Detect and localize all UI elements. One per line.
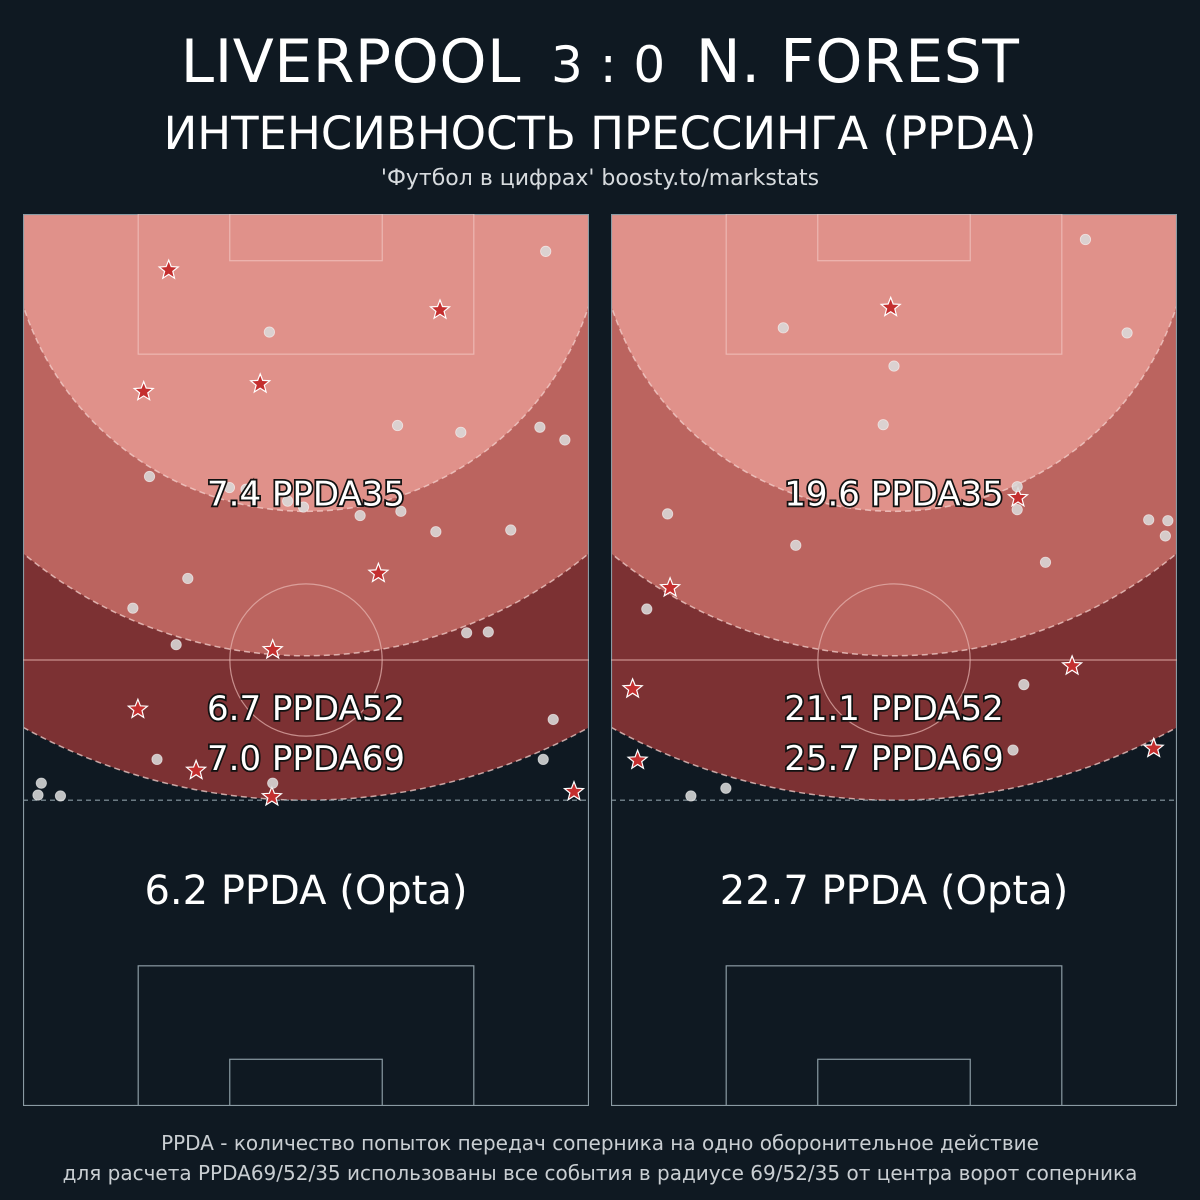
top-six-yard-box xyxy=(817,214,971,262)
home-team-name: LIVERPOOL xyxy=(180,27,521,97)
pass-attempt-dot xyxy=(455,426,467,438)
pass-attempt-dot xyxy=(461,627,473,639)
ppda-opta-label: 22.7 PPDA (Opta) xyxy=(720,868,1068,914)
pitch-group: 19.6 PPDA35 21.1 PPDA52 25.7 PPDA69 22.7 PP… xyxy=(611,214,1177,1106)
pass-attempt-dot xyxy=(1143,514,1155,526)
pass-attempt-dot xyxy=(54,790,67,802)
defensive-action-star xyxy=(1142,736,1165,758)
zone-35 xyxy=(23,214,589,512)
pass-attempt-dot xyxy=(1007,744,1019,756)
away-team-name: N. FOREST xyxy=(695,27,1020,97)
ppda52-label: 6.7 PPDA52 xyxy=(207,689,405,729)
pass-attempt-dot xyxy=(35,777,47,789)
pitch-panel-home: 7.4 PPDA35 6.7 PPDA52 7.0 PPDA69 6.2 PPDA (… xyxy=(23,214,589,1106)
pass-attempt-dot xyxy=(790,539,802,551)
pass-attempt-dot xyxy=(391,419,404,432)
defensive-action-star xyxy=(185,758,208,780)
source-credit: 'Футбол в цифрах' boosty.to/markstats xyxy=(380,166,820,191)
center-circle xyxy=(817,583,971,737)
defensive-action-star xyxy=(659,576,682,598)
pass-attempt-dot xyxy=(720,782,732,794)
defensive-action-star xyxy=(249,372,272,394)
pass-attempt-dot xyxy=(777,322,789,334)
defensive-action-star xyxy=(126,697,149,719)
pitch-panel-away: 19.6 PPDA35 21.1 PPDA52 25.7 PPDA69 22.7 PP… xyxy=(611,214,1177,1106)
footnote-line-2: для расчета PPDA69/52/35 использованы вс… xyxy=(62,1161,1138,1185)
pass-attempt-dot xyxy=(143,470,156,483)
ppda35-label: 7.4 PPDA35 xyxy=(207,474,405,514)
chart-subtitle: ИНТЕНСИВНОСТЬ ПРЕССИНГА (PPDA) xyxy=(163,107,1037,160)
footnote-line-1: PPDA - количество попыток передач соперн… xyxy=(161,1131,1039,1155)
defensive-action-star xyxy=(1006,486,1030,508)
pass-attempt-dot xyxy=(1011,504,1023,516)
match-score: 3 : 0 xyxy=(550,36,666,94)
pass-attempt-dot xyxy=(534,421,546,433)
pass-attempt-dot xyxy=(1162,515,1174,527)
pass-attempt-dot xyxy=(395,505,407,517)
pass-attempt-dot xyxy=(1018,679,1030,691)
ppda35-label: 19.6 PPDA35 xyxy=(784,474,1004,514)
pitch-chart: 7.4 PPDA35 6.7 PPDA52 7.0 PPDA69 6.2 PPDA (… xyxy=(23,214,589,1106)
pass-attempt-dot xyxy=(661,508,674,520)
defensive-action-star xyxy=(260,785,283,807)
pass-attempt-dot xyxy=(223,481,236,494)
top-six-yard-box xyxy=(229,214,383,262)
pass-attempt-dot xyxy=(540,245,552,257)
ppda69-label: 7.0 PPDA69 xyxy=(207,739,405,779)
pass-attempt-dot xyxy=(297,501,310,513)
pass-attempt-dot xyxy=(240,483,252,495)
ppda-opta-label: 6.2 PPDA (Opta) xyxy=(144,868,467,914)
defensive-action-star xyxy=(1061,654,1084,676)
defensive-action-star xyxy=(157,258,180,280)
pass-attempt-dot xyxy=(1121,327,1133,339)
pass-attempt-dot xyxy=(1079,233,1092,246)
pass-attempt-dot xyxy=(182,572,194,585)
pass-attempt-dot xyxy=(354,509,366,522)
pass-attempt-dot xyxy=(282,495,294,507)
defensive-action-star xyxy=(562,780,586,802)
pass-attempt-dot xyxy=(482,626,494,638)
defensive-action-star xyxy=(626,748,649,770)
pass-attempt-dot xyxy=(170,639,182,651)
pass-attempt-dot xyxy=(430,526,442,538)
center-circle xyxy=(229,583,383,737)
pass-attempt-dot xyxy=(151,753,163,765)
footnote: PPDA - количество попыток передач соперн… xyxy=(0,1128,1200,1194)
pass-attempt-dot xyxy=(641,603,653,615)
pass-attempt-dot xyxy=(267,777,279,789)
pitch-group: 7.4 PPDA35 6.7 PPDA52 7.0 PPDA69 6.2 PPDA (… xyxy=(23,214,589,1106)
pass-attempt-dot xyxy=(537,753,549,765)
pass-attempt-dot xyxy=(1159,530,1171,542)
pass-attempt-dot xyxy=(877,419,889,431)
top-penalty-box xyxy=(137,214,475,355)
pass-attempt-dot xyxy=(263,326,275,338)
pass-attempt-dot xyxy=(685,790,697,802)
defensive-action-star xyxy=(621,677,644,699)
defensive-action-star xyxy=(879,295,902,317)
defensive-action-star xyxy=(261,638,284,660)
pass-attempt-dot xyxy=(127,602,139,614)
pass-attempt-dot xyxy=(559,434,571,446)
defensive-action-star xyxy=(428,298,452,320)
ppda69-label: 25.7 PPDA69 xyxy=(784,739,1004,779)
pitch-chart: 19.6 PPDA35 21.1 PPDA52 25.7 PPDA69 22.7 PP… xyxy=(611,214,1177,1106)
pass-attempt-dot xyxy=(505,524,517,536)
pass-attempt-dot xyxy=(1039,556,1052,568)
defensive-action-star xyxy=(367,561,390,583)
match-title: LIVERPOOL 3 : 0 N. FOREST xyxy=(0,26,1200,98)
pass-attempt-dot xyxy=(888,360,900,372)
pass-attempt-dot xyxy=(547,713,559,726)
pass-attempt-dot xyxy=(32,789,44,801)
pass-attempt-dot xyxy=(1011,481,1023,493)
ppda52-label: 21.1 PPDA52 xyxy=(784,689,1004,729)
defensive-action-star xyxy=(132,379,155,401)
top-penalty-box xyxy=(725,214,1063,355)
